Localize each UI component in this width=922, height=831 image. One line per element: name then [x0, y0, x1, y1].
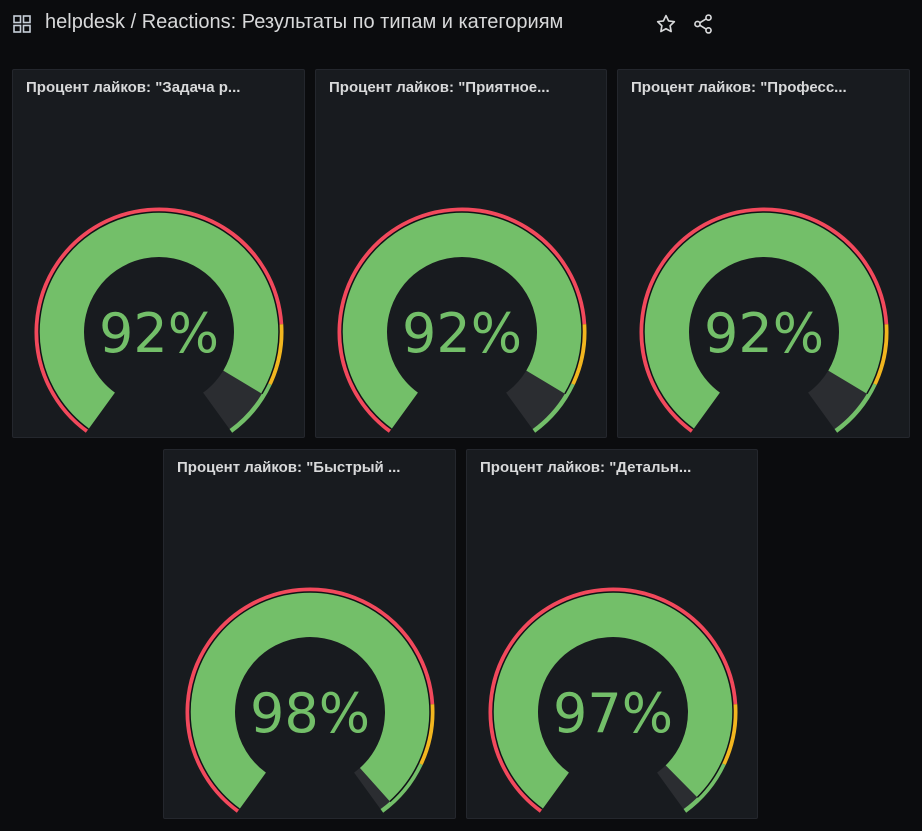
grid-icon[interactable] [13, 15, 31, 33]
star-icon[interactable] [655, 13, 677, 35]
gauge-threshold-band [532, 382, 575, 433]
gauge-chart: 92% [639, 207, 889, 433]
gauge-value: 92% [704, 302, 824, 365]
panel-title[interactable]: Процент лайков: "Задача р... [26, 79, 241, 96]
gauge-outline [492, 591, 734, 810]
gauge-outline [341, 211, 583, 430]
gauge-threshold-band [229, 382, 272, 433]
gauge-value: 92% [402, 302, 522, 365]
gauge-arcs [639, 207, 889, 433]
gauge-value-fill [644, 212, 884, 430]
gauge-chart: 97% [488, 587, 738, 813]
gauge-panel[interactable]: Процент лайков: "Быстрый ... 98% [163, 449, 456, 819]
gauge-outline [38, 211, 280, 430]
dashboard-header: helpdesk / Reactions: Результаты по типа… [0, 0, 922, 50]
gauge-outline [643, 211, 885, 430]
gauge-threshold-band [721, 704, 738, 766]
gauge-value-fill [493, 592, 733, 810]
gauge-panel[interactable]: Процент лайков: "Задача р... 92% [12, 69, 305, 438]
gauge-threshold-band [185, 587, 435, 813]
gauge-outline [189, 591, 431, 810]
gauge-threshold-band [570, 324, 587, 386]
gauge-panel[interactable]: Процент лайков: "Приятное... 92% [315, 69, 607, 438]
gauge-threshold-band [380, 762, 423, 813]
gauge-chart: 92% [337, 207, 587, 433]
panel-title[interactable]: Процент лайков: "Быстрый ... [177, 459, 401, 476]
gauge-arcs [34, 207, 284, 433]
gauge-threshold-band [418, 704, 435, 766]
gauge-value-fill [190, 592, 430, 810]
gauge-threshold-band [834, 382, 877, 433]
gauge-value: 97% [553, 682, 673, 745]
gauge-arcs [185, 587, 435, 813]
gauge-value-fill [39, 212, 279, 430]
dashboard-title[interactable]: helpdesk / Reactions: Результаты по типа… [45, 11, 564, 33]
share-icon[interactable] [692, 13, 714, 35]
gauge-value: 92% [99, 302, 219, 365]
gauge-threshold-band [488, 587, 738, 813]
gauge-arcs [337, 207, 587, 433]
panel-title[interactable]: Процент лайков: "Приятное... [329, 79, 550, 96]
gauge-threshold-band [267, 324, 284, 386]
gauge-panel[interactable]: Процент лайков: "Детальн... 97% [466, 449, 758, 819]
gauge-threshold-band [639, 207, 889, 433]
gauge-arcs [488, 587, 738, 813]
gauge-threshold-band [872, 324, 889, 386]
gauge-threshold-band [34, 207, 284, 433]
gauge-threshold-band [683, 762, 726, 813]
gauge-value-fill [342, 212, 582, 430]
gauge-chart: 92% [34, 207, 284, 433]
gauge-threshold-band [337, 207, 587, 433]
gauge-chart: 98% [185, 587, 435, 813]
panel-title[interactable]: Процент лайков: "Детальн... [480, 459, 692, 476]
panel-title[interactable]: Процент лайков: "Професс... [631, 79, 847, 96]
gauge-value: 98% [250, 682, 370, 745]
gauge-panel[interactable]: Процент лайков: "Професс... 92% [617, 69, 910, 438]
